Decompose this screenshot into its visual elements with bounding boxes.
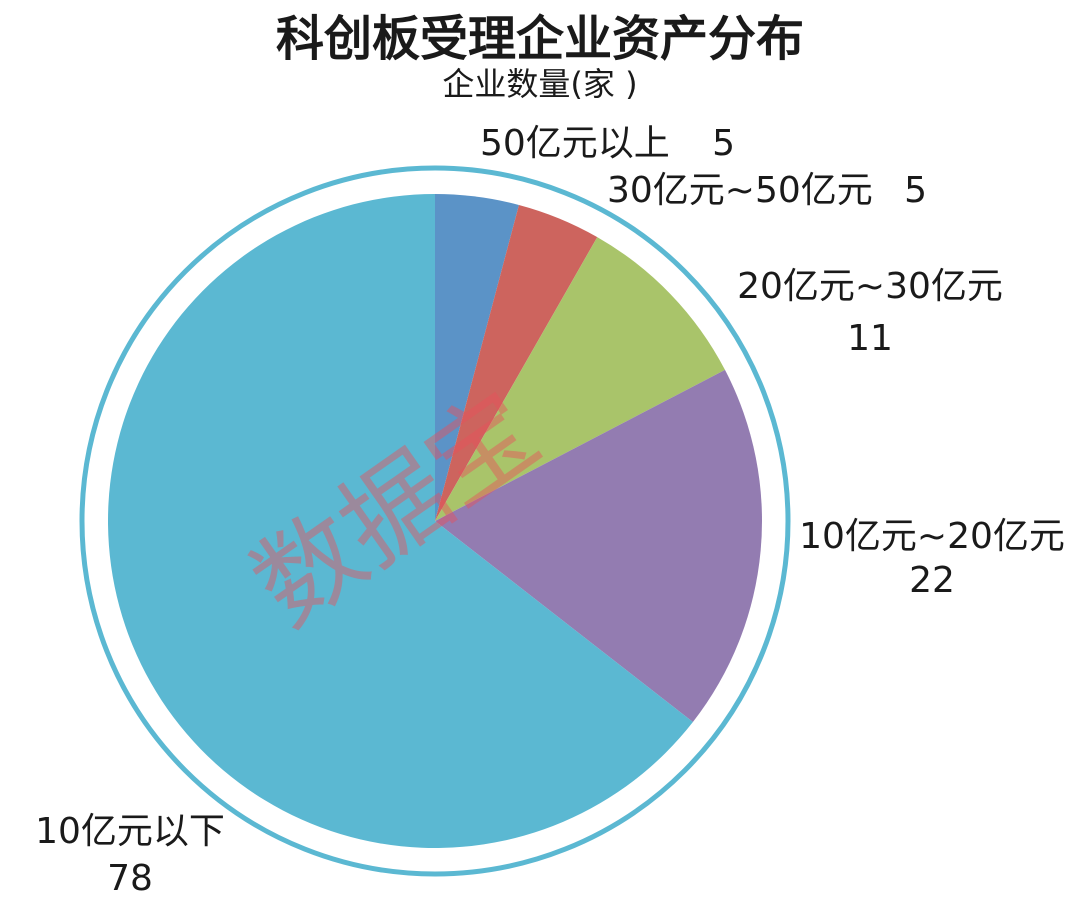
slice-label: 10亿元~20亿元	[799, 516, 1065, 557]
slice-value: 5	[904, 170, 927, 211]
pie-slice	[435, 237, 725, 521]
slice-label: 10亿元以下	[35, 811, 225, 852]
pie-slice	[435, 204, 598, 521]
slices	[108, 194, 762, 848]
slice-label: 50亿元以上	[480, 123, 670, 164]
pie-slice	[435, 194, 519, 521]
outer-ring	[79, 165, 791, 877]
pie-slice	[435, 369, 762, 723]
slice-value: 78	[107, 858, 153, 899]
slice-value: 5	[712, 123, 735, 164]
chart-subtitle: 企业数量(家 )	[442, 65, 637, 103]
chart-title: 科创板受理企业资产分布	[276, 11, 804, 67]
slice-value: 22	[909, 560, 955, 601]
slice-label: 20亿元~30亿元	[737, 266, 1003, 307]
pie-slice	[108, 194, 693, 848]
slice-label: 30亿元~50亿元	[607, 170, 873, 211]
slice-value: 11	[847, 318, 893, 359]
